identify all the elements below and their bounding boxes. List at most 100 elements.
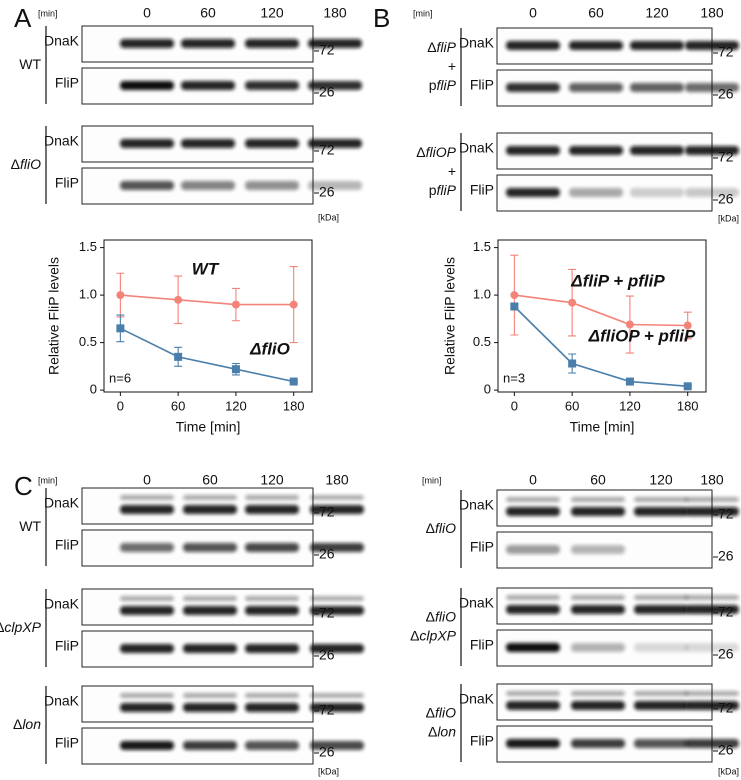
- protein-label: FliP: [470, 77, 494, 93]
- band: [308, 81, 362, 90]
- panel-letter: B: [373, 3, 390, 33]
- band: [630, 146, 684, 155]
- series-line: [514, 294, 688, 327]
- band: [571, 701, 625, 710]
- y-tick-label: 1.0: [473, 287, 491, 302]
- band: [183, 596, 237, 601]
- plot-frame: [103, 239, 313, 393]
- band: [634, 595, 688, 600]
- size-marker: 26: [718, 86, 734, 102]
- time-label: 0: [529, 472, 537, 488]
- strain-label-part: fliO: [435, 520, 456, 536]
- point: [568, 298, 577, 307]
- strain-label: ΔfliO: [426, 608, 456, 624]
- size-marker: 26: [718, 191, 734, 207]
- time-label: 120: [260, 472, 284, 488]
- protein-label: FliP: [55, 75, 79, 91]
- band: [183, 644, 237, 653]
- size-marker: 72: [319, 142, 335, 158]
- size-marker: 26: [319, 647, 335, 663]
- sample-size-note: n=3: [503, 370, 525, 385]
- protein-label: FliP: [470, 637, 494, 653]
- x-tick-label: 0: [511, 398, 518, 413]
- strain-label: WT: [19, 56, 41, 72]
- band: [310, 703, 364, 712]
- strain-label-part: fliO: [435, 704, 456, 720]
- band: [245, 606, 299, 615]
- protein-label: FliP: [470, 182, 494, 198]
- band: [245, 139, 299, 148]
- band: [506, 643, 560, 652]
- time-label: 60: [590, 472, 606, 488]
- strain-label-part: fliP: [437, 77, 457, 93]
- band: [120, 139, 174, 148]
- time-label: 120: [645, 5, 669, 21]
- band: [506, 188, 560, 197]
- band: [506, 701, 560, 710]
- x-tick-label: 60: [171, 398, 185, 413]
- band: [245, 81, 299, 90]
- band: [685, 188, 739, 197]
- band: [685, 83, 739, 92]
- band: [245, 703, 299, 712]
- time-label: 180: [325, 472, 349, 488]
- protein-label: FliP: [470, 733, 494, 749]
- band: [571, 507, 625, 516]
- band: [506, 497, 560, 502]
- band: [120, 181, 174, 190]
- time-label: 60: [202, 472, 218, 488]
- kda-label: [kDa]: [718, 213, 739, 223]
- size-marker: 26: [319, 84, 335, 100]
- series-label: WT: [192, 259, 220, 278]
- band: [506, 146, 560, 155]
- band: [685, 605, 739, 614]
- band: [120, 741, 174, 750]
- band: [685, 41, 739, 50]
- strain-label-part: fliP: [437, 39, 457, 55]
- point: [510, 302, 519, 311]
- band: [245, 181, 299, 190]
- protein-label: DnaK: [459, 497, 495, 513]
- series-label: ΔfliOP + pfliP: [588, 326, 696, 345]
- protein-label: FliP: [55, 638, 79, 654]
- x-tick-label: 60: [565, 398, 579, 413]
- band: [120, 703, 174, 712]
- strain-label: +: [448, 163, 456, 179]
- strain-label-part: Δ: [426, 520, 435, 536]
- time-unit-label: [min]: [422, 475, 442, 485]
- band: [120, 81, 174, 90]
- strain-label: +: [448, 58, 456, 74]
- size-marker: 72: [319, 504, 335, 520]
- strain-label-part: fliO: [20, 156, 41, 172]
- strain-label-part: clpXP: [4, 619, 41, 635]
- time-label: 60: [200, 5, 216, 21]
- protein-label: DnaK: [459, 140, 495, 156]
- strain-label-part: +: [448, 163, 456, 179]
- strain-label: ΔfliO: [426, 520, 456, 536]
- y-tick-label: 0.5: [79, 334, 97, 349]
- band: [183, 505, 237, 514]
- strain-label-part: lon: [437, 723, 456, 739]
- kda-label: [kDa]: [318, 766, 339, 776]
- size-marker: 72: [319, 42, 335, 58]
- band: [506, 507, 560, 516]
- band: [245, 39, 299, 48]
- protein-label: DnaK: [44, 693, 80, 709]
- band: [183, 741, 237, 750]
- strain-label-part: fliO: [435, 608, 456, 624]
- time-label: 0: [143, 5, 151, 21]
- band: [630, 41, 684, 50]
- protein-label: FliP: [470, 539, 494, 555]
- strain-label-part: fliP: [437, 182, 457, 198]
- band: [310, 495, 364, 500]
- y-tick-label: 1.5: [79, 239, 97, 254]
- band: [506, 83, 560, 92]
- band: [181, 139, 235, 148]
- y-axis-label: Relative FliP levels: [46, 257, 62, 375]
- protein-label: FliP: [55, 735, 79, 751]
- point: [116, 324, 125, 333]
- time-unit-label: [min]: [413, 8, 433, 18]
- band: [634, 739, 688, 748]
- strain-label-part: WT: [19, 518, 41, 534]
